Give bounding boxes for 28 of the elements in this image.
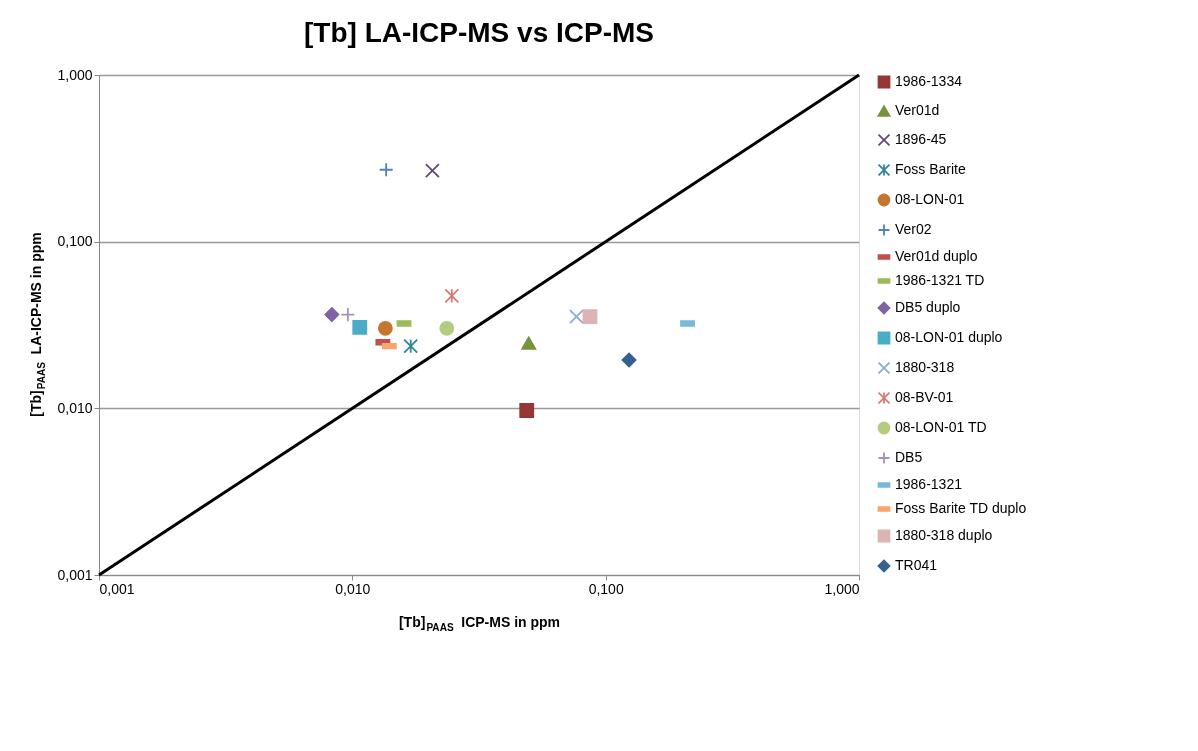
y-axis-title: [Tb]PAAS LA-ICP-MS in ppm [28, 232, 47, 417]
legend-label: 08-LON-01 duplo [895, 329, 1003, 345]
legend-label: Foss Barite TD duplo [895, 500, 1027, 516]
legend-label: Ver01d duplo [895, 248, 978, 264]
legend-label: Ver02 [895, 221, 932, 237]
y-tick-label: 0,001 [57, 566, 93, 583]
legend-label: 1986-1321 TD [895, 272, 985, 288]
legend-label: 1986-1334 [895, 73, 963, 89]
x-tick-label: 1,000 [824, 580, 860, 597]
y-tick-label: 0,010 [57, 399, 93, 416]
legend-label: TR041 [895, 557, 938, 573]
legend-label: 08-BV-01 [895, 389, 954, 405]
chart-title: [Tb] LA-ICP-MS vs ICP-MS [304, 17, 654, 48]
legend-label: 08-LON-01 TD [895, 419, 987, 435]
legend-label: DB5 [895, 449, 923, 465]
legend-label: 08-LON-01 [895, 191, 965, 207]
legend-label: Foss Barite [895, 161, 967, 177]
y-tick-label: 0,100 [57, 233, 93, 250]
legend-label: 1986-1321 [895, 476, 963, 492]
x-tick-label: 0,100 [588, 580, 624, 597]
legend-label: 1896-45 [895, 131, 947, 147]
x-tick-label: 0,010 [335, 580, 371, 597]
y-tick-label: 1,000 [57, 66, 93, 83]
legend-label: DB5 duplo [895, 299, 961, 315]
legend-label: 1880-318 duplo [895, 527, 993, 543]
x-tick-label: 0,001 [99, 580, 135, 597]
legend-label: Ver01d [895, 102, 940, 118]
legend-label: 1880-318 [895, 359, 955, 375]
